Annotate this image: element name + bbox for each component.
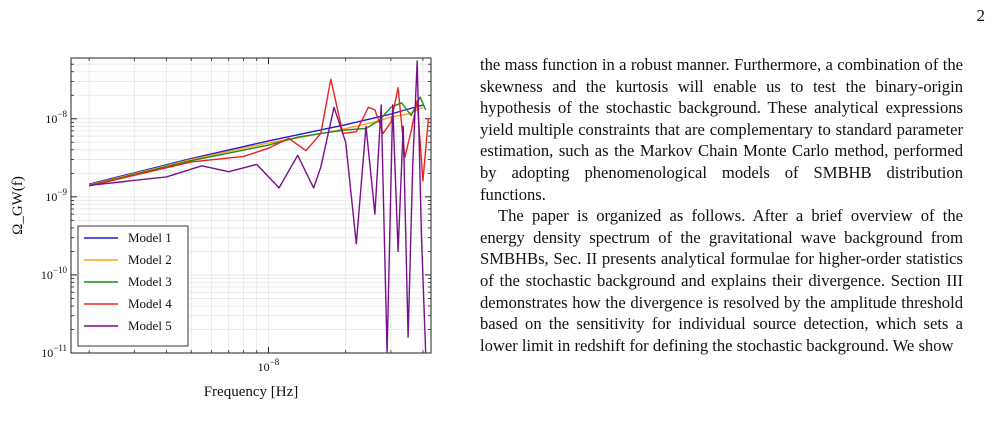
y-axis-label: Ω_GW(f) [10,176,26,235]
y-tick-label: 10−11 [41,343,67,360]
legend-label: Model 3 [128,274,172,289]
legend: Model 1 Model 2 Model 3 Model 4 Model 5 [77,225,189,347]
figure: 10−11 10−10 10−9 10−8 10−8 Frequency [Hz] Ω_GW… [0,40,440,420]
series-line-4 [88,78,430,187]
y-tick-label: 10−9 [45,187,67,204]
page-number: 2 [976,6,986,25]
legend-label: Model 4 [128,296,172,311]
y-tick-label: 10−8 [45,109,67,126]
legend-label: Model 1 [128,230,172,245]
text-column: the mass function in a robust manner. Fu… [480,54,963,433]
series-line-1 [88,104,424,185]
paragraph-2: The paper is organized as follows. After… [480,206,963,355]
chart: 10−11 10−10 10−9 10−8 10−8 Frequency [Hz] Ω_GW… [10,57,432,400]
plot-frame [70,57,432,354]
y-tick-label: 10−10 [41,265,68,282]
series-line-2 [88,106,424,186]
x-axis-label: Frequency [Hz] [204,384,299,400]
x-tick-label: 10−8 [258,357,280,374]
minor-ticks [71,58,431,353]
legend-label: Model 5 [128,318,172,333]
legend-box [77,225,189,347]
legend-label: Model 2 [128,252,172,267]
paragraph-1: the mass function in a robust manner. Fu… [480,55,963,204]
series-lines [88,60,430,353]
series-line-5 [89,60,427,353]
